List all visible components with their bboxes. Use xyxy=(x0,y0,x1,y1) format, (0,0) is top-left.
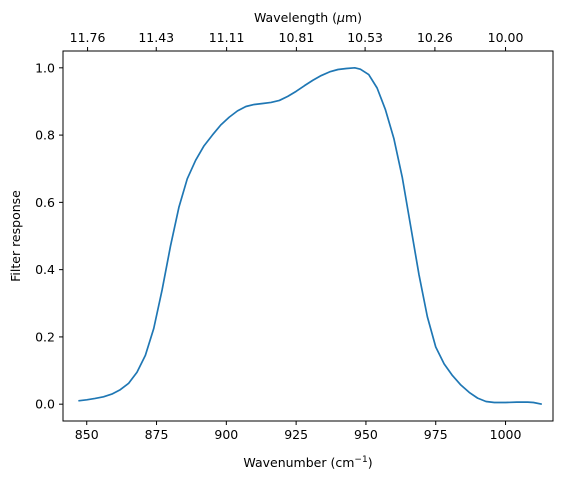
y-tick-label: 1.0 xyxy=(35,60,55,75)
series-layer xyxy=(78,66,542,406)
tick-layer: 850 875 900 925 950 975 1000 0.0 0.2 0.4 0.6 0.8 1.0… xyxy=(35,30,523,442)
y-tick-label: 0.4 xyxy=(35,262,55,277)
y-tick-label: 0.8 xyxy=(35,128,55,143)
x-tick-label: 900 xyxy=(214,427,238,442)
x-tick-label: 1000 xyxy=(490,427,522,442)
y-tick-label: 0.0 xyxy=(35,397,55,412)
top-axis-label: Wavelength (μm) xyxy=(254,10,362,25)
top-tick-label: 11.43 xyxy=(138,30,174,45)
x-tick-label: 975 xyxy=(424,427,448,442)
y-tick-label: 0.2 xyxy=(35,329,55,344)
x-axis-label-close: ) xyxy=(368,455,373,470)
top-tick-label: 11.11 xyxy=(209,30,245,45)
top-tick-label: 10.81 xyxy=(279,30,315,45)
x-tick-label: 950 xyxy=(354,427,378,442)
x-axis-label-superscript: −1 xyxy=(354,455,367,465)
top-tick-label: 10.53 xyxy=(347,30,383,45)
plot-frame xyxy=(62,50,554,422)
series-line xyxy=(78,66,542,406)
x-tick-label: 925 xyxy=(284,427,308,442)
x-tick-label: 850 xyxy=(75,427,99,442)
top-axis-label-close: m) xyxy=(345,10,362,25)
y-axis-label: Filter response xyxy=(8,190,23,282)
top-tick-label: 10.00 xyxy=(488,30,524,45)
x-tick-label: 875 xyxy=(145,427,169,442)
x-axis-label: Wavenumber (cm−1) xyxy=(243,455,372,470)
y-tick-label: 0.6 xyxy=(35,195,55,210)
top-axis-label-mu: μ xyxy=(336,10,345,25)
top-tick-label: 11.76 xyxy=(70,30,106,45)
top-tick-label: 10.26 xyxy=(417,30,453,45)
